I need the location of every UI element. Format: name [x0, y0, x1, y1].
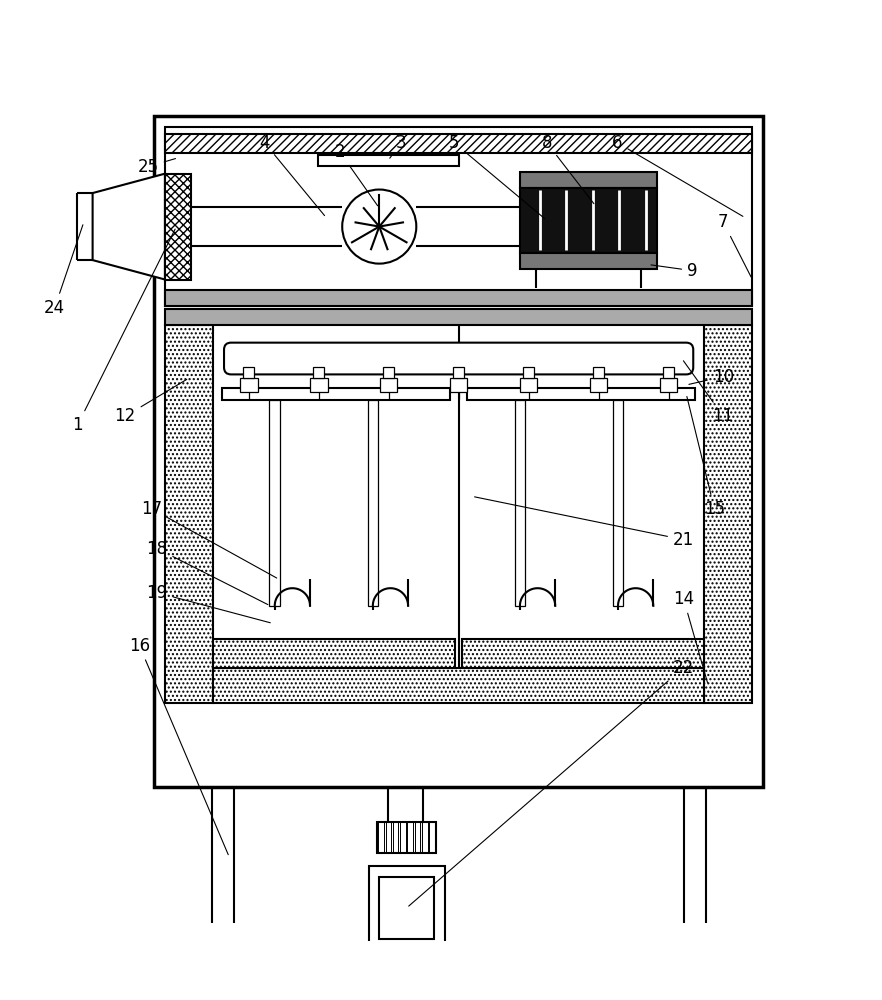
Bar	[663, 367, 674, 378]
Bar	[213, 668, 704, 703]
Bar	[704, 325, 752, 703]
Bar	[222, 388, 450, 400]
Bar	[660, 378, 677, 392]
Bar	[415, 822, 420, 853]
Text: 19: 19	[146, 584, 270, 623]
Bar	[165, 290, 752, 306]
Bar	[213, 639, 455, 668]
Text: 8: 8	[542, 134, 594, 204]
Bar	[594, 367, 604, 378]
Bar	[422, 822, 428, 853]
Text: 3: 3	[390, 134, 407, 158]
Bar	[520, 172, 657, 188]
Text: 18: 18	[146, 540, 268, 605]
Bar	[393, 822, 399, 853]
Bar	[165, 309, 752, 325]
Bar	[400, 822, 406, 853]
Bar	[379, 877, 434, 939]
Bar	[165, 174, 191, 279]
Text: 13: 13	[0, 999, 1, 1000]
Bar	[520, 188, 657, 253]
Bar	[407, 822, 413, 853]
Bar	[368, 400, 378, 606]
Text: 22: 22	[408, 659, 694, 906]
Bar	[519, 378, 537, 392]
Bar	[467, 388, 695, 400]
Text: 4: 4	[259, 134, 325, 216]
Circle shape	[342, 190, 416, 264]
Bar	[270, 400, 280, 606]
Bar	[165, 325, 213, 703]
Bar	[450, 378, 467, 392]
Text: 25: 25	[138, 158, 176, 176]
Bar	[165, 127, 752, 306]
Text: 5: 5	[449, 134, 545, 219]
Text: 24: 24	[44, 225, 83, 317]
Polygon shape	[93, 174, 165, 279]
Text: 15: 15	[687, 397, 725, 518]
Bar	[377, 822, 436, 853]
Bar	[523, 367, 534, 378]
Bar	[313, 367, 324, 378]
Text: 20: 20	[0, 999, 1, 1000]
Text: 21: 21	[475, 497, 694, 549]
Text: 1: 1	[72, 229, 176, 434]
Bar	[378, 822, 384, 853]
Bar	[310, 378, 327, 392]
FancyBboxPatch shape	[224, 343, 693, 374]
Text: 16: 16	[129, 637, 228, 855]
Bar	[318, 155, 459, 166]
Bar	[243, 367, 254, 378]
Bar	[587, 944, 745, 990]
Bar	[385, 822, 391, 853]
Bar	[154, 116, 763, 787]
Bar	[172, 944, 331, 990]
Bar	[514, 400, 526, 606]
Bar	[165, 134, 752, 153]
Bar	[462, 639, 704, 668]
Text: 7: 7	[718, 213, 751, 277]
Bar	[520, 253, 657, 269]
Bar	[384, 367, 394, 378]
Text: 6: 6	[612, 134, 743, 216]
Bar	[240, 378, 258, 392]
Bar	[613, 400, 624, 606]
Bar	[380, 378, 398, 392]
Text: 10: 10	[689, 368, 734, 386]
Text: 2: 2	[334, 143, 377, 206]
Bar	[369, 866, 445, 950]
Bar	[590, 378, 608, 392]
Bar	[430, 822, 435, 853]
Text: 12: 12	[115, 379, 187, 425]
Text: 23: 23	[0, 999, 1, 1000]
Text: 17: 17	[141, 500, 277, 578]
Bar	[453, 367, 464, 378]
Text: 14: 14	[673, 590, 707, 683]
Text: 11: 11	[684, 361, 734, 425]
Text: 9: 9	[651, 262, 698, 280]
